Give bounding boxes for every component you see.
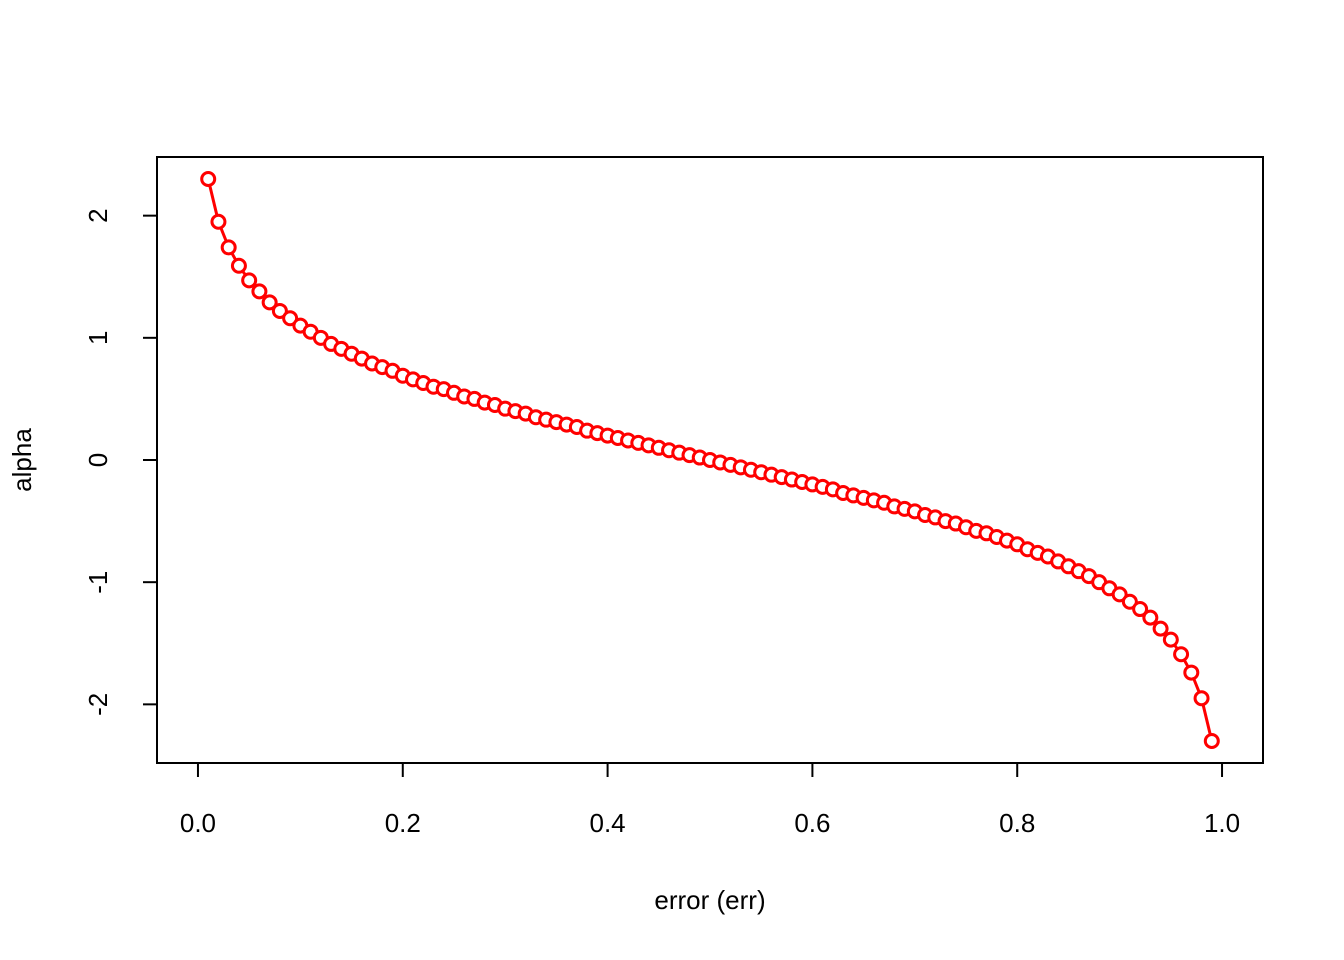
data-point [1152,620,1169,637]
data-point [1111,586,1128,603]
x-tick-label: 0.6 [794,808,830,838]
data-point [241,272,258,289]
data-point [230,257,247,274]
x-axis-label: error (err) [654,885,765,915]
y-tick-label: 2 [83,208,113,222]
data-point [1121,593,1138,610]
x-tick-label: 0.4 [590,808,626,838]
data-point [1183,664,1200,681]
data-point [251,283,268,300]
y-tick-label: 0 [83,453,113,467]
data-point [282,310,299,327]
data-point [1193,690,1210,707]
data-point [1132,601,1149,618]
y-tick-label: 1 [83,331,113,345]
data-point [200,170,217,187]
data-point [220,239,237,256]
y-tick-label: -2 [83,693,113,716]
y-axis-label: alpha [7,428,37,492]
x-tick-label: 0.2 [385,808,421,838]
data-point [210,213,227,230]
data-point [261,294,278,311]
data-point [1173,646,1190,663]
data-point [1203,733,1220,750]
data-point [1162,631,1179,648]
data-point [271,302,288,319]
data-point [1142,609,1159,626]
x-tick-label: 0.0 [180,808,216,838]
x-tick-label: 0.8 [999,808,1035,838]
y-tick-label: -1 [83,571,113,594]
x-tick-label: 1.0 [1204,808,1240,838]
